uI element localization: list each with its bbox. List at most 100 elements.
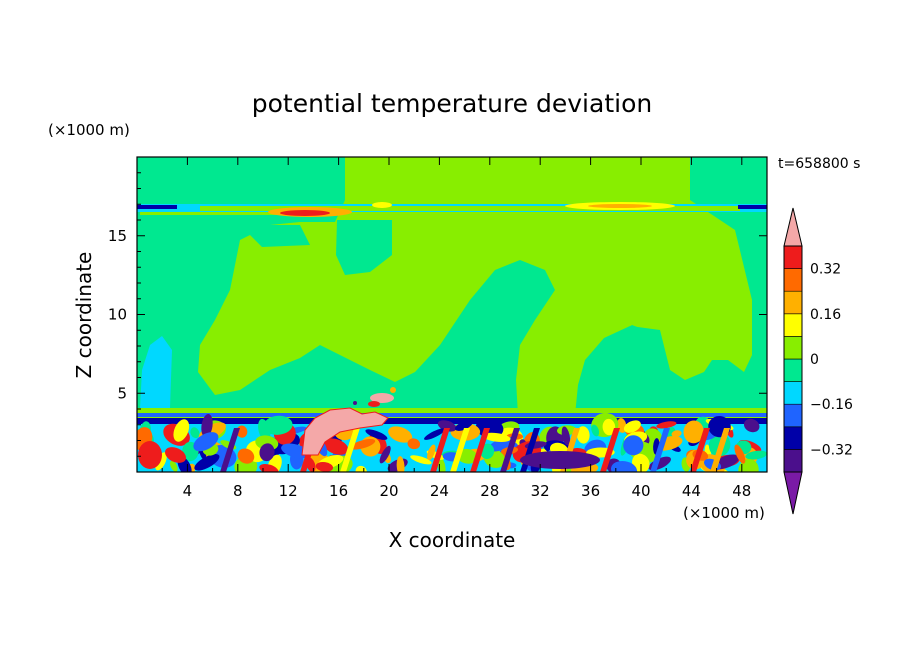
turbulence-blob: [194, 454, 220, 471]
turbulence-blob: [201, 413, 213, 438]
colorbar-segment: [783, 403, 803, 428]
turbulence-blob: [734, 444, 746, 464]
colorbar-segment: [783, 426, 803, 450]
positive-region-upper: [198, 157, 752, 415]
colorbar-segment: [783, 245, 803, 269]
y-tick-label: 5: [117, 384, 127, 402]
colorbar-segment: [783, 336, 803, 360]
x-tick-label: 8: [233, 482, 243, 500]
turbulence-blob: [155, 452, 167, 471]
warm-patch-core: [368, 401, 380, 407]
neutral-pocket-top: [336, 220, 392, 275]
turbulence-blob: [263, 415, 293, 435]
warm-spot-left: [138, 441, 162, 469]
x-tick-label: 20: [379, 482, 398, 500]
x-tick-label: 12: [279, 482, 298, 500]
x-tick-label: 16: [329, 482, 348, 500]
turbulence-streak: [450, 428, 470, 472]
turbulence-blob: [410, 455, 432, 465]
x-axis-ticks: 4 8 12 16 20 24 28 32 36 40 44 48: [161, 157, 751, 500]
x-tick-label: 48: [732, 482, 751, 500]
turbulence-streak: [710, 428, 730, 472]
tropopause-warm-core: [280, 210, 330, 216]
x-tick-label: 36: [581, 482, 600, 500]
colorbar-segment: [783, 268, 803, 292]
colorbar-tick-label: 0.32: [810, 262, 841, 278]
tropopause-blue-right: [738, 205, 767, 209]
cool-dot: [353, 401, 357, 405]
turbulence-blob: [455, 420, 473, 431]
turbulence-blob: [738, 458, 759, 472]
colorbar-tick-label: −0.16: [810, 397, 853, 413]
turbulence-streak: [650, 428, 670, 472]
turbulence-streak: [340, 428, 360, 472]
turbulence-streak: [470, 428, 490, 472]
warm-dot: [390, 387, 396, 393]
turbulence-blob: [623, 435, 644, 456]
colorbar-tick-label: −0.32: [810, 442, 853, 458]
turbulence-blob: [396, 456, 405, 472]
turbulence-blob: [683, 420, 704, 444]
turbulence-blob: [315, 461, 334, 472]
turbulence-blob: [237, 448, 255, 464]
colorbar-segment: [783, 449, 803, 473]
turbulence-blob: [349, 439, 376, 450]
colorbar-arrow-bottom: [783, 471, 803, 515]
chart-title: potential temperature deviation: [252, 89, 652, 118]
turbulence-streak: [500, 428, 520, 472]
inversion-blue-line: [137, 418, 767, 424]
warm-patch-small: [370, 393, 394, 403]
turbulence-blob: [169, 460, 178, 472]
turbulence-blob: [388, 426, 413, 443]
turbulence-blob: [323, 438, 349, 455]
y-axis-ticks: 5 10 15: [108, 172, 767, 457]
turbulence-blob: [591, 424, 600, 437]
x-tick-label: 24: [430, 482, 449, 500]
turbulence-streak: [430, 428, 450, 472]
x-tick-label: 40: [631, 482, 650, 500]
turbulence-streak: [600, 428, 620, 472]
heatmap-field: [137, 157, 767, 472]
warm-bubble: [301, 407, 389, 456]
y-tick-label: 15: [108, 227, 127, 245]
colorbar-arrow-top: [783, 207, 803, 247]
turbulence-blob: [743, 418, 760, 433]
x-axis-unit: (×1000 m): [683, 504, 765, 522]
turbulence-streak: [690, 428, 710, 472]
turbulence-blob: [424, 428, 446, 440]
tropopause-warm-mid: [372, 202, 392, 208]
turbulence-blob: [193, 432, 219, 452]
inversion-light-blue: [137, 413, 767, 417]
tropopause-blue-left: [137, 205, 177, 209]
colorbar-segment: [783, 313, 803, 337]
turbulence-blob: [165, 447, 186, 463]
turbulence-blob: [173, 419, 190, 442]
x-tick-label: 4: [183, 482, 193, 500]
turbulence-blob: [407, 438, 421, 450]
turbulence-blob: [427, 444, 436, 461]
turbulence-blob: [610, 460, 638, 472]
turbulence-blob: [438, 458, 446, 472]
turbulence-streak: [220, 428, 240, 472]
turbulence-blob: [259, 463, 279, 472]
cool-pool-core: [520, 451, 600, 469]
turbulence-blob: [482, 432, 511, 443]
turbulence-blob: [623, 420, 641, 433]
x-tick-label: 32: [531, 482, 550, 500]
colorbar-tick-label: 0: [810, 352, 819, 368]
colorbar-segment: [783, 358, 803, 382]
neutral-pocket-right: [586, 325, 678, 412]
turbulence-blob: [379, 445, 391, 464]
turbulence-blob: [671, 430, 682, 438]
colorbar-segment: [783, 381, 803, 405]
y-axis-label: Z coordinate: [72, 252, 96, 379]
turbulence-blob: [656, 421, 677, 429]
turbulence-blob: [259, 443, 275, 462]
turbulence-blob: [576, 426, 590, 444]
x-tick-label: 44: [682, 482, 701, 500]
cool-column-left: [140, 336, 172, 408]
turbulence-blob: [561, 426, 571, 446]
y-tick-label: 10: [108, 306, 127, 324]
colorbar-frame: [783, 245, 803, 473]
